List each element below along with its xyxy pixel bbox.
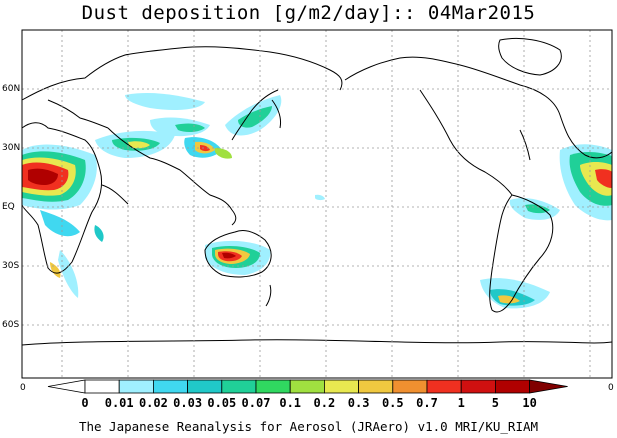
colorbar-tick-label: 0.02	[138, 396, 168, 410]
map-title: Dust deposition [g/m2/day]:: 04Mar2015	[81, 2, 536, 24]
colorbar-segment	[255, 379, 291, 394]
colorbar-segment	[84, 379, 120, 394]
colorbar-segment	[392, 379, 428, 394]
lon-label-right: 0	[608, 383, 614, 393]
colorbar-segment	[289, 379, 325, 394]
gridlines	[22, 30, 612, 378]
colorbar-segment	[494, 379, 530, 394]
colorbar-tick-label: 0.5	[381, 396, 404, 410]
colorbar-tick-label: 0.7	[416, 396, 438, 410]
colorbar-tick-label: 0.07	[241, 396, 271, 410]
colorbar-arrow-low	[47, 379, 86, 394]
colorbar-segment	[187, 379, 223, 394]
lon-label-left: 0	[20, 383, 26, 393]
lat-label-30s: 30S	[2, 261, 20, 271]
colorbar-segment	[221, 379, 257, 394]
colorbar-tick-label: 10	[522, 396, 537, 410]
colorbar-segment	[460, 379, 496, 394]
colorbar-segment	[426, 379, 462, 394]
lat-label-60s: 60S	[2, 320, 20, 330]
lat-label-60n: 60N	[2, 84, 21, 94]
map-frame	[21, 29, 613, 379]
coastlines	[21, 37, 613, 346]
colorbar-segment	[323, 379, 359, 394]
colorbar-tick-label: 0.03	[173, 396, 203, 410]
colorbar	[47, 379, 568, 394]
footer-credit: The Japanese Reanalysis for Aerosol (JRA…	[78, 419, 539, 434]
colorbar-segment	[118, 379, 154, 394]
colorbar-segment	[358, 379, 394, 394]
colorbar-tick-label: 0.05	[207, 396, 237, 410]
colorbar-segment	[152, 379, 188, 394]
colorbar-tick-label: 0.01	[104, 396, 134, 410]
colorbar-tick-label: 0.2	[313, 396, 336, 410]
colorbar-tick-label: 1	[457, 396, 465, 410]
lat-label-30n: 30N	[2, 143, 21, 153]
dust-field	[22, 92, 612, 309]
colorbar-tick-label: 0.1	[279, 396, 302, 410]
colorbar-tick-label: 0	[81, 396, 89, 410]
lat-label-eq: EQ	[2, 202, 15, 212]
colorbar-tick-label: 0.3	[347, 396, 370, 410]
colorbar-tick-label: 5	[491, 396, 500, 410]
colorbar-arrow-high	[529, 379, 568, 394]
